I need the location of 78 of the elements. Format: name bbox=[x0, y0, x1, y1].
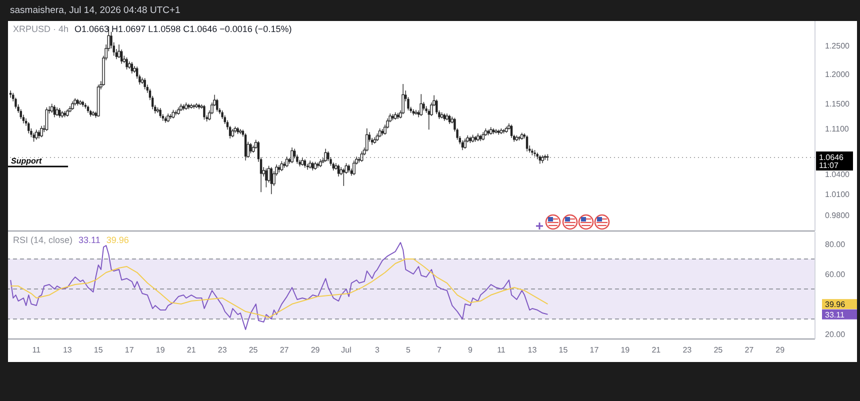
y-tick-label: 1.1100 bbox=[825, 124, 850, 134]
x-tick-label: 15 bbox=[558, 346, 568, 355]
candlestick bbox=[84, 102, 87, 109]
x-tick-label: 11 bbox=[32, 346, 42, 355]
x-tick-label: 13 bbox=[528, 346, 538, 355]
y-tick-label: 1.0400 bbox=[825, 170, 850, 179]
candlestick bbox=[327, 151, 330, 162]
candlestick bbox=[14, 97, 17, 109]
candlestick bbox=[244, 133, 247, 161]
x-tick-label: Jul bbox=[341, 346, 352, 355]
candlestick bbox=[360, 151, 364, 162]
text: sasmaishera, Jul 14, 2026 04:48 UTC+1 bbox=[10, 5, 180, 16]
x-tick-label: 3 bbox=[375, 346, 380, 355]
candlestick bbox=[130, 62, 134, 74]
x-tick-label: 15 bbox=[94, 346, 104, 355]
y-tick-label: 1.1500 bbox=[825, 100, 850, 109]
candlestick bbox=[270, 166, 272, 195]
candlestick bbox=[464, 138, 467, 150]
candlestick bbox=[50, 103, 54, 114]
candlestick bbox=[412, 108, 415, 116]
x-tick-label: 5 bbox=[406, 346, 412, 355]
candlestick bbox=[365, 128, 368, 152]
x-tick-label: 29 bbox=[310, 346, 320, 355]
candlestick bbox=[526, 134, 528, 152]
candlestick bbox=[337, 164, 340, 177]
candlestick bbox=[285, 156, 288, 168]
y-tick-label: 1.0100 bbox=[825, 190, 850, 200]
x-tick-label: 19 bbox=[156, 346, 166, 355]
candlestick bbox=[290, 147, 294, 164]
candlestick bbox=[352, 160, 356, 176]
candlestick bbox=[144, 78, 146, 90]
candlestick bbox=[28, 122, 30, 134]
line-series bbox=[10, 258, 548, 318]
chart-title: RSI (14, close) bbox=[13, 235, 73, 245]
candlestick bbox=[402, 84, 405, 114]
series-label: Support bbox=[11, 156, 42, 166]
x-tick-label: 21 bbox=[186, 346, 196, 355]
y-tick-label: 1.2500 bbox=[825, 42, 850, 51]
ref-line-label: 1.0646 bbox=[819, 152, 844, 162]
candlestick bbox=[159, 108, 162, 118]
y-tick-label: 0.9800 bbox=[825, 211, 850, 220]
x-tick-label: 25 bbox=[714, 346, 724, 355]
candlestick bbox=[510, 124, 513, 138]
candlestick bbox=[34, 129, 38, 140]
x-tick-label: 9 bbox=[468, 346, 474, 355]
x-tick-label: 7 bbox=[437, 346, 442, 355]
annotation: 33.11 bbox=[78, 235, 100, 245]
chart-title: XRPUSD · 4h bbox=[13, 24, 69, 34]
y-tick-label: 60.00 bbox=[825, 270, 846, 280]
candlestick bbox=[164, 116, 167, 124]
x-tick-label: 25 bbox=[248, 346, 258, 355]
x-tick-label: 21 bbox=[652, 346, 662, 355]
x-tick-label: 23 bbox=[218, 346, 228, 355]
candlestick bbox=[342, 168, 345, 186]
x-tick-label: 27 bbox=[280, 346, 290, 355]
y-tick-label: 39.96 bbox=[825, 300, 846, 310]
candlestick bbox=[126, 57, 128, 70]
x-tick-label: 13 bbox=[62, 346, 72, 355]
candlestick bbox=[324, 148, 328, 162]
x-tick-label: 29 bbox=[776, 346, 786, 355]
x-tick-label: 19 bbox=[620, 346, 630, 355]
annotation: 39.96 bbox=[106, 235, 129, 245]
y-tick-label: 1.2000 bbox=[825, 70, 850, 80]
candlestick bbox=[420, 94, 423, 116]
candlestick bbox=[265, 168, 268, 188]
text: 11:07 bbox=[819, 160, 839, 170]
x-tick-label: 23 bbox=[682, 346, 692, 355]
x-tick-label: 11 bbox=[497, 346, 506, 355]
x-tick-label: 27 bbox=[744, 346, 754, 355]
y-tick-label: 80.00 bbox=[825, 240, 846, 250]
x-tick-label: 17 bbox=[124, 346, 134, 355]
x-tick-label: 17 bbox=[590, 346, 600, 355]
candlestick bbox=[250, 142, 252, 154]
y-tick-label: 20.00 bbox=[825, 330, 846, 340]
candlestick bbox=[216, 98, 218, 112]
candlestick bbox=[40, 126, 43, 138]
candlestick bbox=[203, 104, 206, 120]
y-tick-label: 33.11 bbox=[825, 310, 845, 320]
